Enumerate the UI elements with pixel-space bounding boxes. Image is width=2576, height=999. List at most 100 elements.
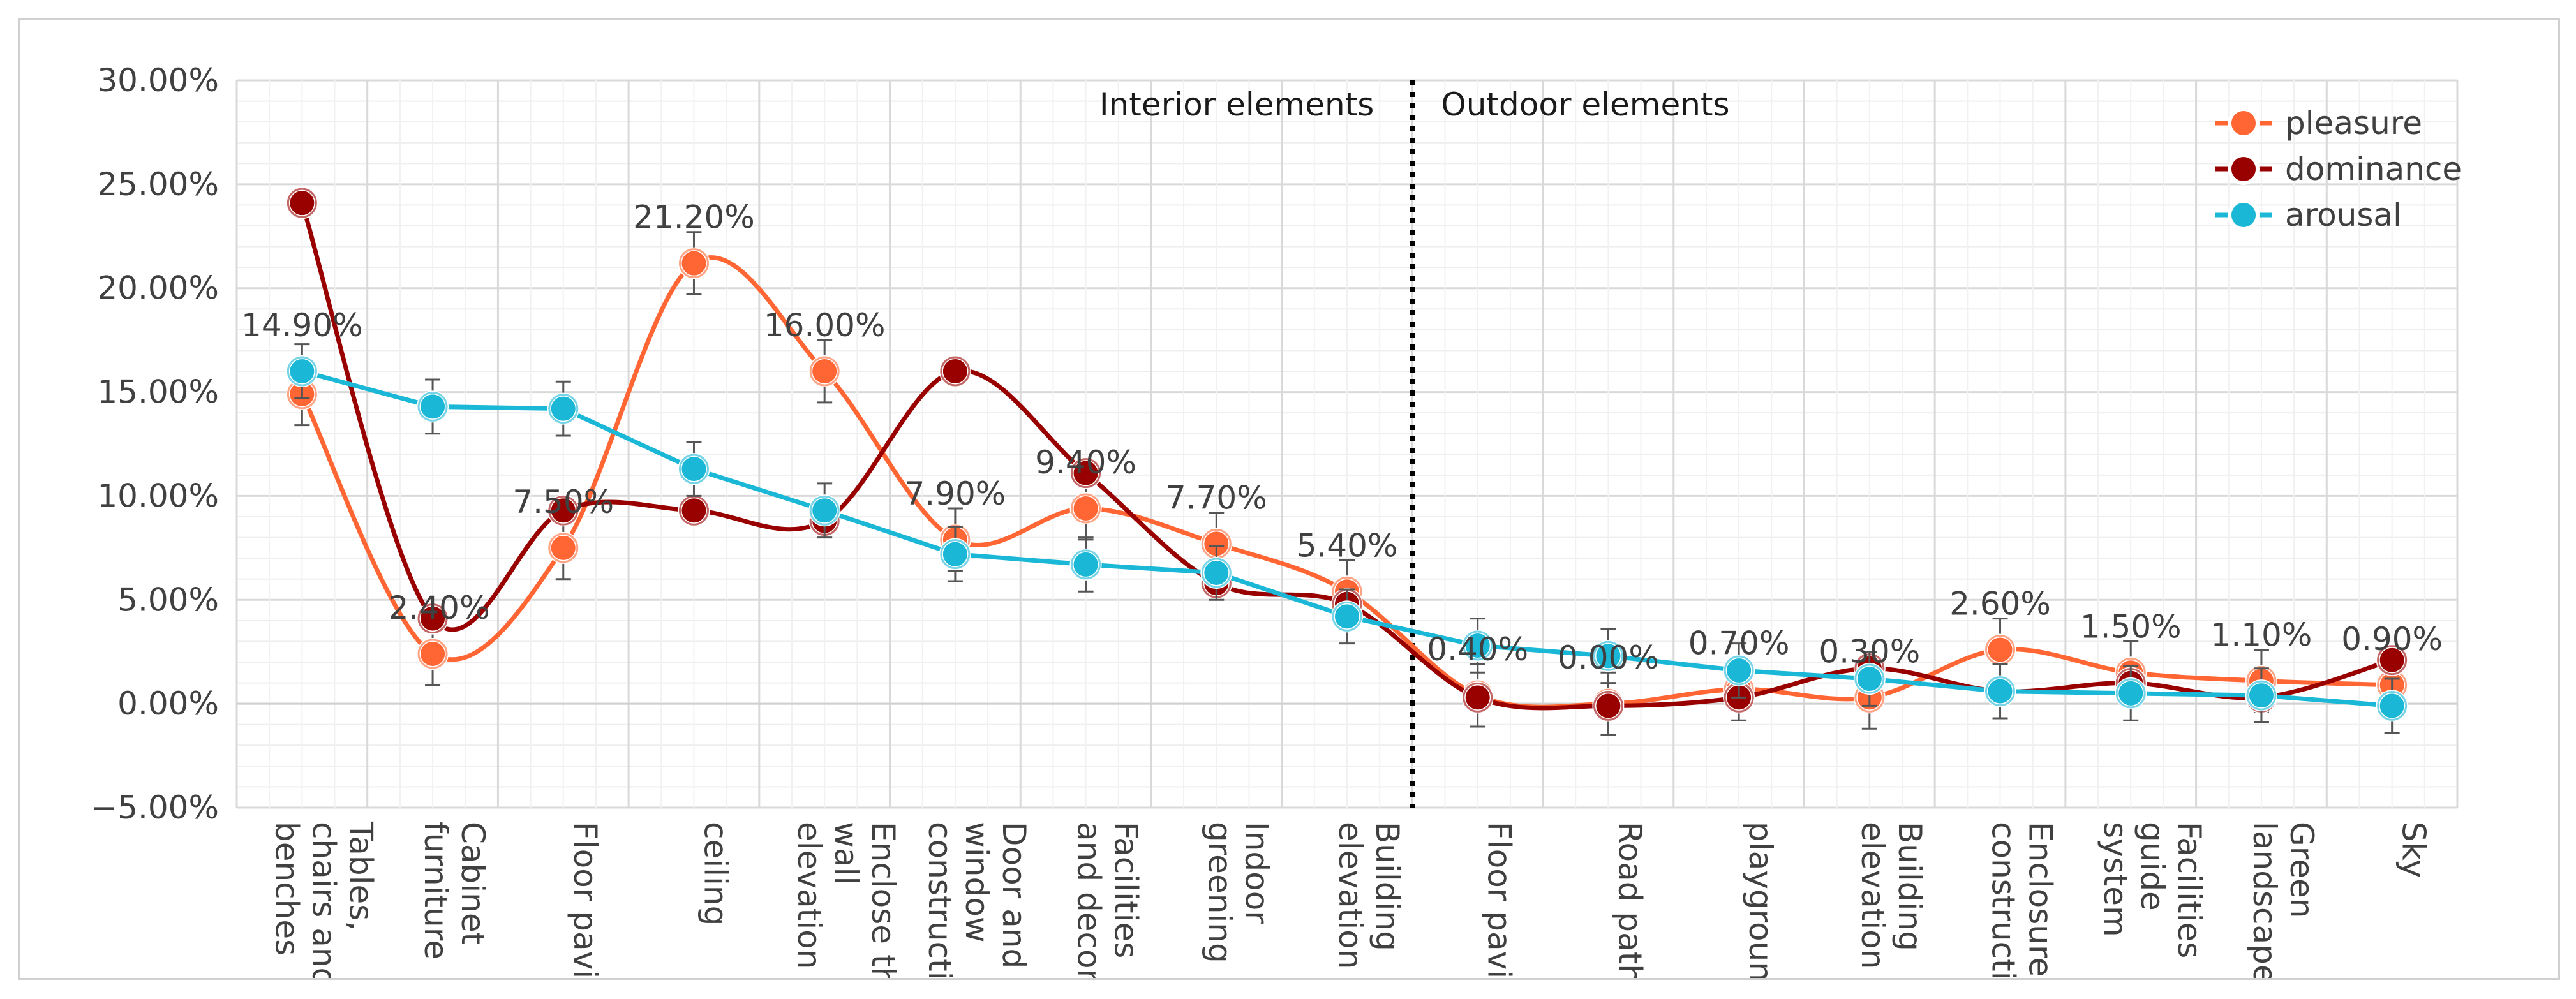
data-point-ring-arousal xyxy=(1463,630,1493,661)
x-category-line: ceiling xyxy=(697,822,734,926)
x-category-line: construction xyxy=(921,822,958,978)
x-category-label: system guide Facilities xyxy=(2097,822,2208,958)
x-category-line: Floor paving xyxy=(1481,822,1518,978)
data-point-ring-arousal xyxy=(809,495,840,526)
legend-label: dominance xyxy=(2285,151,2462,188)
series-arousal xyxy=(286,343,2408,734)
x-category-line: furniture xyxy=(417,822,454,959)
x-category-line: elevation xyxy=(1854,822,1891,969)
data-point-ring-dominance xyxy=(1463,682,1493,713)
data-point-ring-dominance xyxy=(417,603,448,634)
y-tick-label: 5.00% xyxy=(117,581,219,618)
x-category-label: and decor Facilities xyxy=(1071,822,1145,978)
series xyxy=(286,187,2408,736)
data-label: 7.70% xyxy=(1166,479,1267,516)
x-category-label: construction Enclosure xyxy=(1985,822,2059,978)
x-category-label: construction window Door and xyxy=(921,822,1032,978)
x-category-line: Door and xyxy=(995,822,1032,968)
x-category-line: Cabinet xyxy=(454,822,491,945)
x-category-label: Floor paving xyxy=(1481,822,1518,978)
data-point-ring-arousal xyxy=(2115,678,2146,709)
x-category-label: Road path xyxy=(1611,822,1648,978)
data-point-ring-dominance xyxy=(940,356,971,387)
x-category-label: elevation Building xyxy=(1854,822,1928,969)
data-point-ring-arousal xyxy=(2246,680,2277,711)
data-point-ring-arousal xyxy=(940,539,971,570)
y-tick-label: 0.00% xyxy=(117,685,219,722)
legend-item-arousal: arousal xyxy=(2215,196,2402,233)
x-category-label: Floor paving xyxy=(567,822,604,978)
x-category-line: Building xyxy=(1369,822,1406,951)
data-point-ring-arousal xyxy=(1201,558,1232,588)
x-category-line: Green xyxy=(2283,822,2320,918)
data-point-ring-pleasure xyxy=(1071,493,1101,524)
legend-marker xyxy=(2228,199,2260,231)
x-category-line: Enclosure xyxy=(2022,822,2059,977)
data-point-ring-dominance xyxy=(287,188,317,218)
legend: pleasure dominance arousal xyxy=(2215,105,2462,233)
x-category-line: elevation xyxy=(1332,822,1369,969)
data-point-ring-pleasure xyxy=(678,248,709,279)
data-point-ring-pleasure xyxy=(417,639,448,669)
x-category-line: Road path xyxy=(1611,822,1648,978)
data-point-ring-arousal xyxy=(1854,663,1885,694)
grid xyxy=(235,79,2459,809)
interior-elements-annotation: Interior elements xyxy=(1099,86,1374,123)
x-category-label: greening Indoor xyxy=(1201,822,1275,963)
x-category-line: elevation xyxy=(791,822,828,969)
x-category-line: window xyxy=(958,822,995,943)
outdoor-elements-annotation: Outdoor elements xyxy=(1441,86,1729,123)
x-category-line: Indoor xyxy=(1238,822,1275,924)
legend-label: arousal xyxy=(2285,196,2402,233)
data-point-ring-dominance xyxy=(1593,690,1623,721)
data-label: 14.90% xyxy=(241,307,363,344)
data-point-ring-arousal xyxy=(1724,655,1754,686)
x-category-label: ceiling xyxy=(697,822,734,926)
data-label: 1.10% xyxy=(2211,616,2312,653)
data-point-ring-arousal xyxy=(287,356,317,387)
data-point-ring-pleasure xyxy=(548,533,579,563)
x-category-label: benches chairs and Tables, xyxy=(268,821,379,978)
x-category-line: and decor xyxy=(1071,822,1108,978)
data-label: 0.90% xyxy=(2341,621,2443,658)
line-chart: 30.00% 25.00% 20.00% 15.00% 10.00% 5.00% 0.00%… xyxy=(91,62,2462,978)
y-tick-label: 15.00% xyxy=(97,374,219,411)
x-category-line: Building xyxy=(1891,822,1928,951)
x-category-line: guide xyxy=(2134,822,2171,911)
data-point-ring-arousal xyxy=(548,394,579,424)
data-label: 2.40% xyxy=(389,589,490,626)
x-category-line: system xyxy=(2097,822,2134,937)
data-label: 0.00% xyxy=(1558,639,1659,676)
data-point-ring-arousal xyxy=(1593,640,1623,671)
data-point-ring-dominance xyxy=(2377,645,2408,676)
x-category-line: landscape xyxy=(2246,822,2283,978)
data-point-ring-arousal xyxy=(417,391,448,422)
x-category-label: elevation wall Enclose the xyxy=(791,822,902,978)
x-category-label: elevation Building xyxy=(1332,822,1406,969)
data-label: 9.40% xyxy=(1035,444,1136,481)
legend-item-pleasure: pleasure xyxy=(2215,105,2422,142)
x-category-line: Sky xyxy=(2395,822,2432,878)
data-label: 5.40% xyxy=(1297,527,1398,564)
x-category-line: Facilities xyxy=(1108,822,1145,958)
x-category-line: wall xyxy=(828,822,865,885)
y-tick-label: 10.00% xyxy=(97,477,219,514)
data-label: 1.50% xyxy=(2080,608,2182,645)
x-category-line: construction xyxy=(1985,822,2022,978)
legend-item-dominance: dominance xyxy=(2215,151,2462,188)
x-axis-categories: benches chairs and Tables, furniture Cabinet… xyxy=(268,821,2432,978)
data-label: 2.60% xyxy=(1949,585,2051,622)
data-point-ring-dominance xyxy=(1071,458,1101,489)
x-category-line: Floor paving xyxy=(567,822,604,978)
data-labels: 14.90% 2.40% 7.50% 21.20% 16.00% 7.90% 9.40% 7.… xyxy=(241,199,2443,677)
legend-label: pleasure xyxy=(2285,105,2422,142)
x-category-line: Enclose the xyxy=(865,822,902,978)
data-label: 16.00% xyxy=(764,307,886,344)
data-point-ring-arousal xyxy=(2377,690,2408,721)
y-axis-ticks: 30.00% 25.00% 20.00% 15.00% 10.00% 5.00% 0.00%… xyxy=(91,62,219,826)
x-category-label: Sky xyxy=(2395,822,2432,878)
x-category-line: Tables, xyxy=(342,821,379,931)
data-label: 7.90% xyxy=(904,475,1006,512)
data-point-ring-arousal xyxy=(1071,549,1101,580)
x-category-label: landscape Green xyxy=(2246,822,2320,978)
